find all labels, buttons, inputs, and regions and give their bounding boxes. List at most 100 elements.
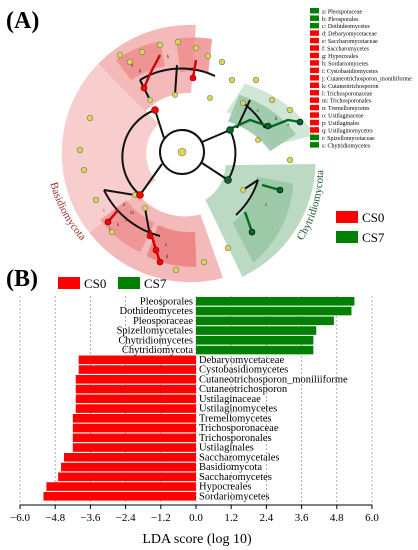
lda-bar [75, 394, 196, 404]
clade-tag: l [125, 219, 127, 224]
lda-bar-label: Cutaneotrichosporon [199, 384, 288, 395]
lda-legend-label-cs0: CS0 [84, 276, 106, 291]
clade-tag: h [167, 55, 170, 60]
taxon-legend-entry: r: Spizellomycetaceae [322, 136, 375, 142]
taxon-legend-swatch [310, 104, 319, 111]
taxon-legend-entry: k: Cutaneotrichosporon [322, 84, 379, 90]
lda-x-axis: −6.0 −4.8 −3.6 −2.4 −1.2 0.0 1.2 2.4 3.6 4.8 6.0 [10, 504, 379, 524]
lda-bar-label: Debaryomycetaceae [199, 355, 284, 366]
lda-bar [72, 443, 196, 452]
lda-bar [196, 336, 314, 345]
taxon-legend-entry: c: Dothideomycetes [322, 24, 370, 30]
taxon-legend-swatch [310, 112, 319, 118]
lda-bar-label: Sordariomycetes [199, 491, 270, 502]
lda-tick-label: 2.4 [260, 512, 274, 524]
lda-bar-label: Cutaneotrichosporon_moniliiforme [199, 374, 348, 385]
clade-tag: e [165, 243, 168, 248]
lda-tick-label: −2.4 [116, 512, 136, 524]
clade-tag: d [166, 255, 169, 260]
taxon-legend-swatch [310, 22, 319, 29]
taxon-legend-swatch [310, 8, 319, 14]
taxon-legend-entry: q: Ustilaginomycetes [322, 129, 373, 135]
taxon-legend-swatch [310, 142, 319, 148]
lda-bar [196, 316, 334, 326]
lda-bar-label: Ustilaginomycetes [199, 404, 277, 415]
lda-tick-label: −4.8 [45, 512, 65, 524]
lda-tick-label: −3.6 [80, 512, 100, 524]
lda-bar-label: Chytridiomycetes [118, 335, 193, 346]
taxon-legend-swatch [310, 60, 319, 66]
taxon-legend-entry: a: Pleosporaceae [322, 9, 362, 15]
lda-legend: CS0 CS7 [58, 276, 167, 291]
taxon-legend-entry: l: Trichosporonaceae [322, 91, 372, 97]
cladogram-nodes-cs0 [104, 74, 197, 266]
lda-tick-label: 4.8 [330, 512, 344, 524]
taxon-legend-swatch [310, 37, 319, 44]
taxon-legend-entry: d: Debaryomycetaceae [322, 32, 377, 38]
clade-tag: a [287, 123, 290, 128]
taxon-legend-entry: e: Saccharomycetaceae [322, 39, 378, 45]
clade-tag: o [147, 77, 150, 82]
lda-bar-label: Spizellomycetales [117, 326, 193, 337]
taxon-legend-swatch [310, 134, 319, 141]
clade-tag: i [103, 209, 105, 214]
cladogram-branches [103, 64, 266, 237]
panel-a-label: (A) [6, 8, 39, 34]
clade-tag: m [130, 211, 134, 216]
lda-bar-label: Ustilaginaceae [199, 394, 261, 405]
lda-bar-label: Trichosporonaceae [199, 423, 279, 434]
taxon-legend-swatch [310, 30, 319, 36]
panel-b-label: (B) [6, 266, 38, 292]
taxon-legend-swatch [310, 89, 319, 96]
lda-bar-label: Saccharomycetales [199, 452, 279, 463]
clade-band-red-1 [115, 41, 165, 81]
lda-tick-label: 1.2 [224, 512, 238, 524]
lda-bar [196, 306, 352, 316]
lda-legend-swatch-cs7 [118, 277, 140, 289]
taxon-legend-entry: h: Sordariomycetes [322, 61, 369, 67]
taxon-legend-entry: i: Cystobasidiomycetes [322, 69, 378, 75]
taxon-legend-swatch [310, 119, 319, 126]
lda-bar [58, 472, 197, 482]
lda-bar-label: Chytridiomycota [122, 345, 193, 356]
lda-bar [46, 482, 197, 491]
taxon-legend-entry: b: Pleosporales [322, 17, 359, 23]
group-legend-a-label-cs7: CS7 [362, 230, 385, 245]
lda-bar-label: Tremellomycetes [199, 413, 272, 424]
taxon-legend-entry: n: Tremellomycetes [322, 106, 370, 112]
lda-tick-label: 3.6 [295, 512, 309, 524]
lda-tick-label: 0.0 [189, 512, 203, 524]
lda-bar [72, 414, 196, 423]
taxon-legend-swatch [310, 82, 319, 88]
lda-bar-label: Cystobasidiomycetes [199, 365, 288, 376]
clade-tag: c [257, 109, 260, 114]
lda-bar-label: Pleosporaceae [133, 316, 193, 327]
taxon-legend-swatch [310, 15, 319, 21]
taxon-legend-swatch [310, 52, 319, 59]
lda-bar-labels: PleosporalesDothideomycetesPleosporaceae… [117, 296, 348, 502]
lda-tick-label: −6.0 [10, 512, 30, 524]
lda-bar [72, 423, 196, 433]
taxon-legend-swatch [310, 67, 319, 74]
lda-x-axis-title: LDA score (log 10) [142, 532, 252, 547]
taxon-legend-entry: f: Saccharomycetes [322, 46, 369, 53]
cladogram-nodes-background [76, 38, 294, 274]
taxon-legend-swatch [310, 97, 319, 103]
clade-tag: b [275, 117, 278, 122]
clade-band-red-2 [176, 37, 213, 73]
lda-tick-label: −1.2 [151, 512, 171, 524]
group-legend-a-label-cs0: CS0 [362, 210, 384, 225]
lda-bar [196, 345, 314, 355]
lda-bar-label: Pleosporales [140, 296, 193, 307]
taxon-legend-swatch [310, 127, 319, 133]
clade-tag: s [265, 203, 267, 208]
taxon-legend-entry: p: Ustilaginales [322, 121, 360, 127]
clade-tag: r [251, 233, 253, 238]
clade-band-green-2 [232, 176, 294, 263]
lda-bar [64, 453, 196, 462]
lda-legend-label-cs7: CS7 [144, 276, 167, 291]
lda-bar-label: Basidiomycota [199, 462, 262, 473]
